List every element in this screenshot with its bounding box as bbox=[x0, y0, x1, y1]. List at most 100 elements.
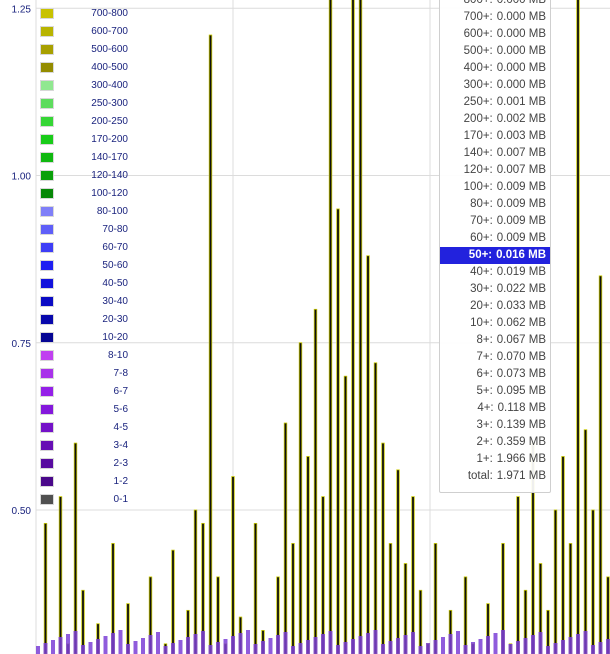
legend-item[interactable]: 50-60 bbox=[40, 256, 128, 274]
data-bar bbox=[343, 375, 348, 654]
tooltip-row: 60+: 0.009 MB bbox=[440, 230, 550, 247]
legend-item[interactable]: 80-100 bbox=[40, 202, 128, 220]
data-bar bbox=[291, 543, 295, 654]
data-bar-lower-band bbox=[561, 640, 565, 654]
tooltip-row: total: 1.971 MB bbox=[440, 468, 550, 485]
data-bar-lower-band bbox=[388, 641, 393, 654]
legend-label: 70-80 bbox=[102, 223, 128, 235]
data-bar-lower-band bbox=[538, 632, 543, 654]
tooltip-value: 0.009 MB bbox=[496, 215, 546, 227]
data-bar-lower-band bbox=[456, 631, 460, 654]
legend-item[interactable]: 7-8 bbox=[40, 364, 128, 382]
legend-item[interactable]: 120-140 bbox=[40, 166, 128, 184]
tooltip-row: 40+: 0.019 MB bbox=[440, 264, 550, 281]
legend-item[interactable]: 30-40 bbox=[40, 292, 128, 310]
legend-item[interactable]: 4-5 bbox=[40, 418, 128, 436]
legend-swatch bbox=[40, 493, 54, 505]
legend-item[interactable]: 700-800 bbox=[40, 4, 128, 22]
data-bar-lower-band bbox=[96, 639, 100, 654]
tooltip-key: 70+: bbox=[470, 215, 493, 227]
data-bar-lower-band bbox=[486, 636, 490, 654]
tooltip-value: 0.073 MB bbox=[496, 368, 546, 380]
legend-label: 600-700 bbox=[91, 25, 128, 37]
legend-item[interactable]: 70-80 bbox=[40, 220, 128, 238]
legend-label: 700-800 bbox=[91, 7, 128, 19]
data-bar bbox=[58, 496, 63, 654]
data-bar-lower-band bbox=[73, 631, 78, 654]
tooltip-key: 20+: bbox=[470, 300, 493, 312]
data-bar-lower-band bbox=[501, 630, 505, 654]
legend-item[interactable]: 140-170 bbox=[40, 148, 128, 166]
tooltip-key: 170+: bbox=[463, 130, 493, 142]
data-bar-lower-band bbox=[216, 642, 220, 654]
data-bar-lower-band bbox=[576, 634, 580, 654]
data-bar bbox=[208, 34, 213, 654]
data-bar-lower-band bbox=[186, 637, 190, 654]
data-bar bbox=[283, 422, 288, 654]
data-bar-lower-band bbox=[493, 633, 498, 654]
legend-item[interactable]: 0-1 bbox=[40, 490, 128, 508]
legend-swatch bbox=[40, 457, 54, 469]
tooltip-value: 0.003 MB bbox=[496, 130, 546, 142]
tooltip-value: 1.971 MB bbox=[496, 470, 546, 482]
tooltip-value: 0.062 MB bbox=[496, 317, 546, 329]
legend-item[interactable]: 2-3 bbox=[40, 454, 128, 472]
legend-item[interactable]: 8-10 bbox=[40, 346, 128, 364]
data-bar bbox=[561, 456, 565, 654]
legend-item[interactable]: 500-600 bbox=[40, 40, 128, 58]
legend-swatch bbox=[40, 43, 54, 55]
legend-item[interactable]: 3-4 bbox=[40, 436, 128, 454]
data-bar-lower-band bbox=[396, 638, 400, 654]
legend-label: 500-600 bbox=[91, 43, 128, 55]
legend-swatch bbox=[40, 97, 54, 109]
legend-swatch bbox=[40, 79, 54, 91]
data-bar-lower-band bbox=[336, 645, 340, 654]
legend-label: 5-6 bbox=[113, 403, 128, 415]
data-bar bbox=[553, 509, 558, 654]
tooltip-row: 20+: 0.033 MB bbox=[440, 298, 550, 315]
legend-swatch bbox=[40, 439, 54, 451]
data-bar bbox=[396, 469, 400, 654]
legend-label: 8-10 bbox=[107, 349, 128, 361]
legend-item[interactable]: 600-700 bbox=[40, 22, 128, 40]
legend-item[interactable]: 40-50 bbox=[40, 274, 128, 292]
legend-item[interactable]: 200-250 bbox=[40, 112, 128, 130]
legend-label: 170-200 bbox=[91, 133, 128, 145]
data-bar-lower-band bbox=[343, 642, 348, 654]
tooltip-row: 10+: 0.062 MB bbox=[440, 315, 550, 332]
legend-item[interactable]: 1-2 bbox=[40, 472, 128, 490]
legend-item[interactable]: 300-400 bbox=[40, 76, 128, 94]
legend-swatch bbox=[40, 115, 54, 127]
legend-item[interactable]: 100-120 bbox=[40, 184, 128, 202]
data-bar-lower-band bbox=[606, 639, 610, 654]
legend-swatch bbox=[40, 385, 54, 397]
legend-label: 6-7 bbox=[113, 385, 128, 397]
tooltip-row: 100+: 0.009 MB bbox=[440, 179, 550, 196]
tooltip-value: 0.000 MB bbox=[496, 11, 546, 23]
data-bar-lower-band bbox=[253, 644, 258, 654]
data-bar-lower-band bbox=[118, 630, 123, 654]
data-bar-lower-band bbox=[553, 643, 558, 654]
legend-item[interactable]: 20-30 bbox=[40, 310, 128, 328]
tooltip-key: total: bbox=[467, 470, 493, 482]
legend-label: 4-5 bbox=[113, 421, 128, 433]
data-bar-lower-band bbox=[201, 631, 205, 654]
legend-item[interactable]: 170-200 bbox=[40, 130, 128, 148]
tooltip-row: 50+: 0.016 MB bbox=[440, 247, 550, 264]
legend-item[interactable]: 60-70 bbox=[40, 238, 128, 256]
bars bbox=[36, 0, 610, 654]
tooltip-row: 70+: 0.009 MB bbox=[440, 213, 550, 230]
legend-item[interactable]: 5-6 bbox=[40, 400, 128, 418]
data-bar-lower-band bbox=[433, 640, 438, 654]
data-bar-lower-band bbox=[403, 635, 408, 654]
legend-item[interactable]: 400-500 bbox=[40, 58, 128, 76]
legend-swatch bbox=[40, 331, 54, 343]
tooltip-value: 0.000 MB bbox=[496, 79, 546, 91]
legend-item[interactable]: 6-7 bbox=[40, 382, 128, 400]
legend-item[interactable]: 250-300 bbox=[40, 94, 128, 112]
tooltip-key: 200+: bbox=[463, 113, 493, 125]
y-axis-labels: 0.250.500.751.001.251.501.752.00 bbox=[12, 4, 32, 517]
tooltip-value: 0.000 MB bbox=[496, 45, 546, 57]
legend-item[interactable]: 10-20 bbox=[40, 328, 128, 346]
tooltip-row: 500+: 0.000 MB bbox=[440, 43, 550, 60]
